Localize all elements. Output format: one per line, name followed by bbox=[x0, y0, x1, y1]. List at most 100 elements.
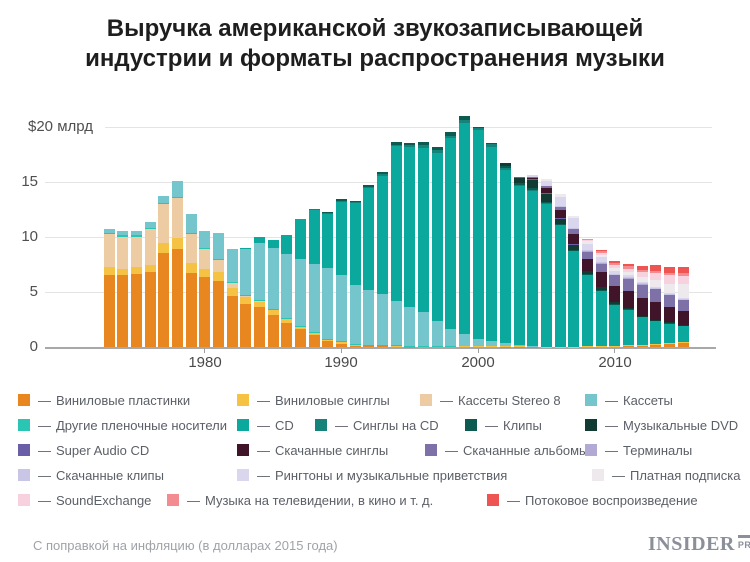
bar-segment-vinyl_single bbox=[404, 345, 416, 347]
bar-segment-cassette bbox=[171, 181, 183, 197]
bar-segment-cassette bbox=[240, 248, 252, 295]
bar-segment-cassette bbox=[513, 344, 525, 347]
bar-segment-paid_sub bbox=[636, 277, 648, 282]
bar-segment-dl_single bbox=[541, 188, 552, 194]
bar-segment-stereo8 bbox=[185, 234, 197, 263]
bar-segment-vinyl_lp bbox=[376, 346, 388, 347]
bar-segment-vinyl_single bbox=[144, 265, 156, 272]
legend-item-other_tape: — Другие пленочные носители bbox=[18, 417, 227, 433]
bar-segment-vinyl_lp bbox=[212, 280, 224, 347]
bar-segment-cd bbox=[404, 146, 416, 307]
bar-segment-vinyl_single bbox=[267, 309, 279, 315]
bar-segment-cd bbox=[376, 176, 388, 295]
bar-segment-vinyl_single bbox=[281, 318, 293, 323]
bar-segment-clips bbox=[541, 201, 552, 203]
bar-segment-vinyl_single bbox=[103, 267, 115, 276]
bar-segment-vinyl_lp bbox=[390, 346, 402, 347]
bar-segment-vinyl_lp bbox=[294, 329, 306, 347]
x-tick-2000: 2000 bbox=[461, 354, 495, 371]
bar-segment-other_tape bbox=[171, 196, 183, 198]
bar-segment-clips bbox=[445, 132, 457, 136]
legend-swatch-terminals bbox=[585, 444, 597, 456]
bar-segment-dl_single bbox=[677, 311, 689, 325]
bar-segment-stereo8 bbox=[144, 228, 156, 266]
bar-segment-soundexchange bbox=[664, 275, 676, 284]
bar-segment-cassette bbox=[103, 228, 115, 234]
bar-segment-dl_single bbox=[527, 177, 539, 180]
bar-segment-cd bbox=[335, 202, 347, 276]
legend-label-dl_album: Скачанные альбомы bbox=[463, 442, 589, 458]
bar-segment-vinyl_lp bbox=[486, 346, 498, 347]
bar-segment-dl_single bbox=[636, 297, 648, 316]
bar-segment-cassette bbox=[431, 321, 443, 346]
bar-segment-cd_single bbox=[349, 201, 361, 203]
bar-segment-vinyl_single bbox=[117, 268, 129, 276]
bar-segment-tv_music bbox=[623, 266, 635, 269]
bar-segment-dvd bbox=[623, 307, 635, 309]
y-axis-top-label: $20 млрд bbox=[28, 118, 94, 135]
bar-segment-vinyl_lp bbox=[636, 345, 648, 347]
bar-segment-stereo8 bbox=[253, 300, 265, 302]
bar-segment-ringtones bbox=[609, 270, 621, 274]
bar-segment-vinyl_lp bbox=[623, 345, 635, 347]
bar-segment-cd_single bbox=[486, 144, 498, 148]
bar-segment-cd bbox=[267, 240, 279, 249]
bar-segment-other_tape bbox=[335, 341, 347, 343]
bar-segment-dl_album bbox=[554, 206, 566, 211]
bar-segment-cassette bbox=[376, 294, 388, 346]
bar-segment-vinyl_single bbox=[253, 301, 265, 308]
bar-segment-vinyl_lp bbox=[185, 272, 197, 347]
bar-segment-cd bbox=[472, 129, 484, 339]
bar-segment-vinyl_single bbox=[376, 345, 388, 347]
bar-segment-dvd bbox=[527, 179, 539, 188]
bar-segment-dl_single bbox=[554, 210, 566, 218]
bar-segment-vinyl_single bbox=[445, 345, 457, 347]
legend-separator: — bbox=[605, 417, 618, 433]
legend-label-dvd: Музыкальные DVD bbox=[623, 417, 739, 433]
bar-segment-clips bbox=[322, 211, 334, 213]
bar-segment-stereo8 bbox=[130, 236, 142, 268]
bar-segment-cassette bbox=[212, 233, 224, 259]
bar-segment-dl_album bbox=[541, 186, 552, 189]
bar-segment-ringtones bbox=[595, 257, 607, 263]
bar-segment-cd_single bbox=[417, 145, 429, 148]
bar-segment-ringtones bbox=[650, 287, 662, 288]
bar-segment-dl_album bbox=[527, 176, 539, 178]
bar-segment-soundexchange bbox=[595, 253, 607, 255]
legend-label-vinyl_lp: Виниловые пластинки bbox=[56, 392, 191, 408]
bar-segment-cd_single bbox=[363, 186, 375, 189]
legend-item-streaming: — Потоковое воспроизведение bbox=[487, 493, 698, 508]
bar-segment-vinyl_single bbox=[322, 339, 334, 342]
bar-segment-other_tape bbox=[281, 318, 293, 319]
legend-separator: — bbox=[38, 417, 51, 433]
bar-segment-clips bbox=[472, 126, 484, 128]
page-title-line2: индустрии и форматы распространения музы… bbox=[85, 45, 665, 72]
bar-segment-cassette bbox=[226, 248, 238, 282]
bar-segment-vinyl_single bbox=[158, 243, 170, 254]
legend-swatch-soundexchange bbox=[18, 494, 30, 506]
bar-segment-dl_album bbox=[568, 228, 580, 234]
bar-segment-soundexchange bbox=[609, 265, 621, 269]
legend-label-tv_music: Музыка на телевидении, в кино и т. д. bbox=[205, 492, 434, 508]
bar-segment-terminals bbox=[595, 262, 607, 264]
bar-segment-streaming bbox=[595, 249, 607, 251]
bar-segment-cassette bbox=[130, 230, 142, 236]
legend-separator: — bbox=[335, 417, 348, 433]
bar-segment-ringtones bbox=[527, 174, 539, 177]
bar-segment-clips bbox=[486, 142, 498, 145]
bar-segment-other_tape bbox=[199, 247, 211, 249]
bar-segment-cd bbox=[554, 224, 566, 347]
bar-segment-clips bbox=[527, 187, 539, 190]
bar-segment-cd_single bbox=[472, 127, 484, 130]
bar-segment-vinyl_lp bbox=[267, 314, 279, 347]
bar-segment-cd bbox=[664, 322, 676, 344]
bar-segment-vinyl_single bbox=[199, 268, 211, 278]
y-tick-15: 15 bbox=[21, 173, 38, 190]
x-tick-1990: 1990 bbox=[324, 354, 358, 371]
bar-segment-other_tape bbox=[212, 258, 224, 260]
bar-segment-ringtones bbox=[636, 282, 648, 284]
bar-segment-cd_single bbox=[431, 149, 443, 154]
insider-pro-logo: INSIDERPRO bbox=[648, 533, 750, 556]
bar-segment-dvd bbox=[595, 286, 607, 290]
bar-segment-tv_music bbox=[636, 269, 648, 273]
